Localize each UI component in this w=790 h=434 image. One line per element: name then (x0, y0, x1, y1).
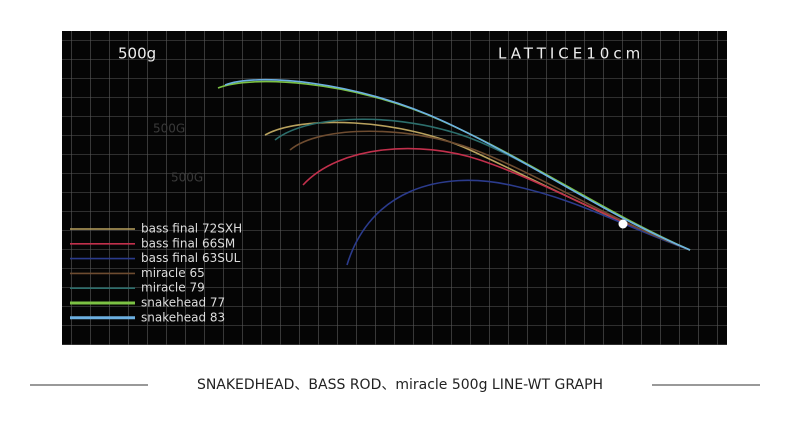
legend-label: miracle 65 (141, 266, 205, 280)
legend-label: bass final 63SUL (141, 251, 241, 265)
legend-label: bass final 66SM (141, 236, 235, 250)
lattice-grid (62, 31, 727, 345)
bend-curve (289, 130, 691, 251)
legend-label: miracle 79 (141, 281, 205, 295)
faint-label: 500G (153, 122, 185, 136)
rod-tip-point (618, 219, 628, 229)
load-label: 500g (118, 45, 156, 63)
legend-label: bass final 72SXH (141, 222, 242, 236)
faint-label: 500G (171, 171, 203, 185)
legend-label: snakehead 77 (141, 296, 225, 310)
caption: SNAKEDHEAD、BASS ROD、miracle 500g LINE-WT… (197, 377, 603, 393)
bend-curve (346, 179, 691, 266)
bend-curves (217, 79, 691, 266)
legend-label: snakehead 83 (141, 310, 225, 324)
bend-curve (302, 147, 691, 251)
bend-curve (224, 79, 691, 251)
lattice-label: LATTICE10cm (498, 45, 644, 63)
